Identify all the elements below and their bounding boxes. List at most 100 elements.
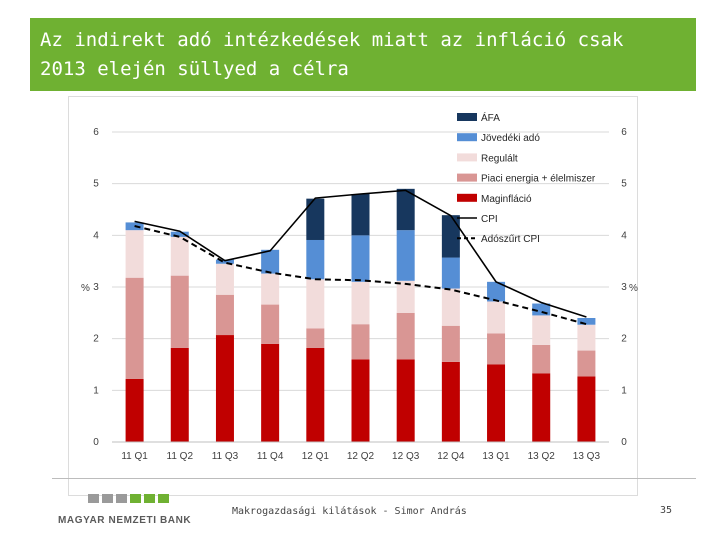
bar-segment [396, 359, 415, 442]
y-axis-label-left: % [81, 283, 90, 294]
legend-label: Adószűrt CPI [481, 234, 540, 245]
bar-segment [532, 315, 551, 345]
bar-segment [441, 215, 460, 258]
y-tick-label-left: 3 [93, 282, 99, 293]
bar-segment [170, 275, 189, 348]
chart-frame: 0 0 1 1 2 2 3 3 4 4 5 5 6 6%% 11 Q1 11 Q2 11 Q3 11 Q4 12 Q… [68, 96, 638, 496]
logo-bar [144, 494, 155, 503]
y-tick-label-right: 1 [621, 385, 627, 396]
bar-segment [532, 373, 551, 442]
bar-segment [215, 294, 234, 336]
x-tick-label: 12 Q4 [437, 451, 465, 462]
bar-segment [396, 230, 415, 281]
logo-mark [88, 494, 208, 503]
bar-segment [170, 236, 189, 276]
x-tick-label: 13 Q2 [528, 451, 556, 462]
x-tick-label: 11 Q3 [212, 451, 239, 462]
bar-segment [577, 376, 596, 442]
bar-segment [487, 333, 506, 365]
x-tick-label: 11 Q4 [257, 451, 284, 462]
bar-segment [577, 324, 596, 351]
legend-label: Jövedéki adó [481, 133, 540, 144]
legend-swatch [457, 173, 477, 182]
bar-segment [306, 198, 325, 240]
legend-label: Piaci energia + élelmiszer [481, 174, 596, 185]
y-tick-label-right: 3 [621, 282, 627, 293]
tax-adjusted-cpi-line [134, 225, 587, 326]
bar-segment [306, 279, 325, 329]
logo-bar [102, 494, 113, 503]
bar-segment [306, 328, 325, 348]
y-tick-label-left: 4 [93, 230, 99, 241]
bar-segment [170, 231, 189, 237]
bar-segment [396, 280, 415, 313]
legend-swatch [457, 153, 477, 162]
x-tick-label: 12 Q3 [392, 451, 420, 462]
bar-segment [215, 259, 234, 264]
legend-label: CPI [481, 214, 498, 225]
y-axis-label-right: % [629, 283, 638, 294]
bar-segment [487, 281, 506, 302]
x-tick-label: 11 Q1 [121, 451, 148, 462]
y-tick-label-left: 5 [93, 179, 99, 190]
bar-segment [487, 364, 506, 442]
x-tick-label: 13 Q3 [573, 451, 601, 462]
y-tick-label-left: 0 [93, 437, 99, 448]
logo-bar [130, 494, 141, 503]
bar-segment [441, 288, 460, 326]
inflation-decomposition-chart: 0 0 1 1 2 2 3 3 4 4 5 5 6 6% % 11 Q1 11 Q2 11 Q3 11 Q4 12 Q… [81, 111, 638, 462]
y-tick-label-left: 1 [93, 385, 99, 396]
y-tick-label-right: 4 [621, 230, 627, 241]
bar-segment [441, 257, 460, 289]
bar-segment [351, 281, 370, 325]
y-tick-label-right: 2 [621, 334, 627, 345]
bar-segment [261, 343, 280, 442]
bar-segment [396, 188, 415, 231]
bar-segment [577, 350, 596, 377]
legend-swatch [457, 133, 477, 142]
legend-label: ÁFA [481, 111, 500, 124]
legend-swatch [457, 113, 477, 121]
bar-segment [125, 230, 144, 278]
logo-text: MAGYAR NEMZETI BANK [58, 515, 192, 526]
x-tick-label: 12 Q2 [347, 451, 375, 462]
bar-segment [170, 347, 189, 442]
bar-segment [306, 239, 325, 280]
legend-label: Maginfláció [481, 194, 532, 205]
bar-segment [125, 277, 144, 379]
bar-segment [215, 335, 234, 442]
y-tick-label-right: 5 [621, 179, 627, 190]
x-tick-label: 13 Q1 [482, 451, 510, 462]
logo-bar [158, 494, 169, 503]
footer-presenter: Makrogazdasági kilátások - Simor András [232, 506, 467, 517]
bar-segment [351, 194, 370, 236]
legend-swatch [457, 193, 477, 202]
bar-segment [261, 304, 280, 344]
footer-divider [52, 478, 696, 479]
bar-segment [261, 273, 280, 305]
bar-segment [487, 301, 506, 334]
slide-title: Az indirekt adó intézkedések miatt az in… [30, 18, 696, 91]
y-tick-label-left: 6 [93, 127, 99, 138]
bar-segment [532, 344, 551, 374]
bar-segment [532, 303, 551, 316]
bar-segment [261, 249, 280, 274]
slide-title-line-1: Az indirekt adó intézkedések miatt az in… [40, 29, 624, 51]
y-tick-label-left: 2 [93, 334, 99, 345]
legend-label: Regulált [481, 153, 518, 164]
bar-segment [351, 235, 370, 282]
cpi-line [134, 189, 587, 318]
bar-segment [577, 318, 596, 325]
bar-segment [215, 263, 234, 295]
y-tick-label-right: 0 [621, 437, 627, 448]
logo-bar [116, 494, 127, 503]
page-number: 35 [660, 505, 673, 516]
bar-segment [125, 378, 144, 442]
x-tick-label: 11 Q2 [167, 451, 194, 462]
bar-segment [396, 312, 415, 360]
logo-bar [88, 494, 99, 503]
slide-title-line-2: 2013 elején süllyed a célra [40, 58, 349, 80]
bar-segment [351, 359, 370, 442]
bar-segment [441, 361, 460, 442]
bar-segment [351, 324, 370, 360]
